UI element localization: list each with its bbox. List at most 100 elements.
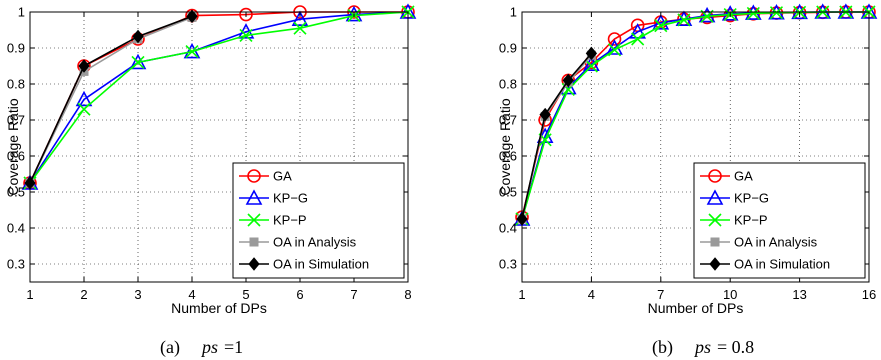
data-point	[654, 19, 668, 33]
y-tick-label: 0.7	[499, 113, 517, 128]
x-tick-label: 16	[862, 287, 876, 302]
data-point	[131, 55, 145, 69]
series-line	[521, 52, 593, 220]
x-tick-label: 6	[296, 287, 303, 302]
y-tick-label: 0.4	[7, 221, 25, 236]
caption-label: (a)	[160, 337, 180, 358]
caption-variable: ps	[693, 337, 711, 357]
caption-value: =1	[224, 337, 243, 357]
y-tick-label: 0.8	[499, 77, 517, 92]
y-tick-label: 0.7	[7, 113, 25, 128]
legend-item: KP−G	[239, 189, 308, 206]
y-tick-label: 0.5	[7, 185, 25, 200]
y-axis-label: Coverage Ratio	[5, 98, 21, 195]
y-tick-label: 1	[510, 5, 517, 20]
y-tick-label: 0.9	[499, 41, 517, 56]
caption-label: (b)	[652, 337, 673, 358]
legend-marker	[710, 237, 720, 247]
y-tick-label: 0.3	[7, 257, 25, 272]
legend-marker	[249, 237, 259, 247]
data-point	[77, 102, 91, 116]
data-point	[584, 59, 598, 73]
caption-value: = 0.8	[717, 337, 754, 357]
data-point	[291, 10, 309, 27]
legend-label: OA in Analysis	[734, 235, 818, 250]
legend-marker	[709, 257, 721, 271]
y-tick-label: 0.6	[499, 149, 517, 164]
series-line	[29, 16, 193, 184]
legend-item: GA	[700, 169, 753, 184]
y-tick-label: 0.8	[7, 77, 25, 92]
data-point	[629, 23, 647, 39]
y-tick-label: 0.5	[499, 185, 517, 200]
y-tick-label: 0.9	[7, 41, 25, 56]
legend-label: OA in Analysis	[273, 235, 357, 250]
data-point	[132, 29, 144, 44]
axes-box	[29, 11, 409, 283]
x-tick-label: 4	[588, 287, 595, 302]
data-point	[185, 45, 199, 59]
x-tick-label: 8	[404, 287, 411, 302]
x-tick-label: 3	[134, 287, 141, 302]
y-axis-label: Coverage Ratio	[497, 98, 513, 195]
data-point	[75, 90, 93, 107]
x-tick-label: 13	[792, 287, 806, 302]
data-point	[698, 6, 716, 23]
y-tick-label: 0.4	[499, 221, 517, 236]
data-point	[746, 6, 760, 21]
data-point	[293, 21, 307, 35]
caption: (b) ps = 0.8	[652, 337, 754, 358]
y-tick-label: 0.6	[7, 149, 25, 164]
panel-b: 1 4 7 10 13 16 0.3 0.4 0.5 0.6 0.7 0.8 0.9 1 Number of…	[497, 3, 878, 358]
data-point	[769, 6, 784, 20]
legend-label: KP−G	[734, 191, 769, 206]
legend-item: KP−P	[239, 213, 307, 228]
legend-marker	[708, 169, 722, 183]
data-point	[721, 5, 739, 21]
x-tick-label: 5	[242, 287, 249, 302]
legend-label: GA	[734, 169, 753, 184]
series-oa-in-simulation	[516, 46, 598, 226]
x-tick-label: 10	[723, 287, 737, 302]
caption: (a) ps =1	[160, 337, 243, 358]
y-tick-label: 0.3	[499, 257, 517, 272]
legend-label: KP−P	[273, 213, 307, 228]
legend-item: KP−G	[700, 189, 769, 206]
legend-label: GA	[273, 169, 292, 184]
x-axis-label: Number of DPs	[648, 300, 744, 316]
legend-marker	[708, 213, 722, 227]
axes-box	[521, 11, 870, 283]
x-tick-label: 4	[188, 287, 195, 302]
data-point	[631, 32, 645, 46]
data-point	[539, 107, 551, 122]
data-point	[239, 28, 253, 42]
legend-label: KP−G	[273, 191, 308, 206]
series-line	[29, 11, 409, 184]
legend: GA KP−G KP−P OA in Analysis OA in Simulation	[693, 162, 866, 279]
data-point	[345, 5, 363, 22]
x-tick-label: 7	[657, 287, 664, 302]
legend-marker	[706, 189, 724, 205]
legend: GA KP−G KP−P OA in Analysis OA in Simulation	[232, 162, 405, 279]
series-line	[29, 11, 409, 184]
panel-a: 1 2 3 4 5 6 7 8 0.3 0.4 0.5 0.6 0.7 0.8 0.9 1 Number of …	[5, 3, 417, 358]
data-point	[78, 59, 90, 73]
caption-variable: ps	[200, 337, 218, 357]
data-point	[562, 73, 574, 88]
data-point	[585, 46, 598, 61]
x-tick-label: 2	[80, 287, 87, 302]
legend-marker	[247, 169, 261, 183]
legend-item: GA	[239, 169, 292, 184]
legend-item: OA in Simulation	[700, 257, 830, 272]
legend-item: OA in Simulation	[239, 257, 369, 272]
legend-marker	[248, 257, 260, 271]
data-point	[677, 13, 691, 27]
legend-marker	[247, 213, 261, 227]
series-line	[29, 15, 193, 184]
data-point	[607, 43, 622, 57]
data-point	[239, 7, 253, 22]
y-tick-label: 1	[18, 5, 25, 20]
legend-label: OA in Simulation	[734, 257, 830, 272]
x-axis-label: Number of DPs	[171, 300, 267, 316]
